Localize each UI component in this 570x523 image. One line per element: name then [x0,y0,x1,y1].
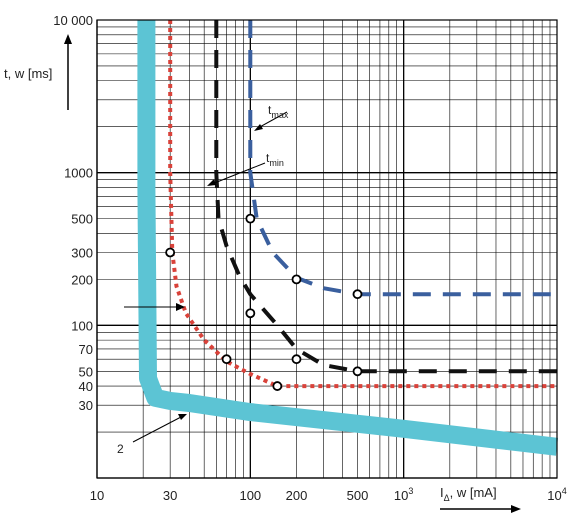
tmin-label: t [266,151,270,165]
x-axis-label: IΔ, w [mA] [440,485,497,503]
curve-marker [291,354,302,365]
y-tick-label: 40 [79,379,93,394]
annotation-pointer-red-curve [124,303,185,311]
svg-text:tmin: tmin [266,151,284,168]
curve-marker [352,289,363,300]
x-tick-label: 200 [286,488,308,503]
y-tick-label: 1000 [64,166,93,181]
y-axis-label: t, w [ms] [4,66,52,81]
curve-marker [165,247,176,258]
grid-lines [96,20,557,479]
y-tick-label: 50 [79,364,93,379]
annotation-tmax: tmax [254,103,289,131]
curve-marker [352,366,363,377]
x-tick-label: 103 [394,486,413,503]
curve-marker [272,381,283,391]
x-tick-label: 104 [547,486,566,503]
curve-dotted-1 [168,20,557,389]
y-tick-label: 70 [79,342,93,357]
curve-dashed-2 [214,20,557,374]
x-axis-label-main: I [440,485,444,500]
x-tick-label: 30 [163,488,177,503]
tmin-sub: min [269,158,284,168]
tmax-label: t [268,103,272,117]
y-tick-label: 30 [79,398,93,413]
y-tick-label: 300 [71,245,93,260]
y-tick-label: 200 [71,272,93,287]
plot-frame [96,19,558,479]
y-axis-arrowhead [64,34,72,44]
x-axis-label-rest: , w [mA] [450,485,497,500]
label-2: 2 [117,442,124,456]
svg-text:tmax: tmax [268,103,289,120]
x-tick-label: 500 [347,488,369,503]
curve-marker [221,354,232,365]
curve-marker [245,213,256,224]
tmax-sub: max [271,110,289,120]
y-tick-label: 10 000 [53,13,93,28]
curve-marker [291,274,302,285]
annotation-tmin: tmin [207,151,284,186]
x-axis-arrowhead [511,505,521,513]
curve-band-0 [137,20,559,456]
curve-marker [245,308,256,319]
curve-markers [165,213,363,391]
x-tick-label: 10 [90,488,104,503]
annotation-2: 2 [117,414,187,456]
x-tick-label: 100 [239,488,261,503]
y-tick-label: 500 [71,212,93,227]
y-tick-label: 100 [71,318,93,333]
x-tick-labels: 10 30 100 200 500 103 104 [90,486,567,503]
x-axis-label-sub: Δ [444,493,450,503]
